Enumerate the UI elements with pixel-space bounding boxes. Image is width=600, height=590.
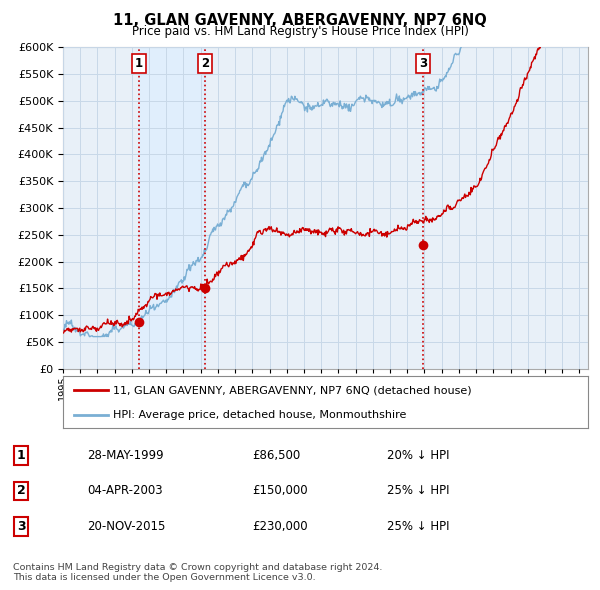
- Text: 2: 2: [17, 484, 25, 497]
- Text: 11, GLAN GAVENNY, ABERGAVENNY, NP7 6NQ: 11, GLAN GAVENNY, ABERGAVENNY, NP7 6NQ: [113, 13, 487, 28]
- Text: 11, GLAN GAVENNY, ABERGAVENNY, NP7 6NQ (detached house): 11, GLAN GAVENNY, ABERGAVENNY, NP7 6NQ (…: [113, 385, 472, 395]
- Text: £86,500: £86,500: [252, 449, 300, 462]
- Text: 04-APR-2003: 04-APR-2003: [87, 484, 163, 497]
- Bar: [139, 47, 205, 369]
- Text: 1: 1: [135, 57, 143, 70]
- Text: £150,000: £150,000: [252, 484, 308, 497]
- Text: 25% ↓ HPI: 25% ↓ HPI: [387, 484, 449, 497]
- Text: 25% ↓ HPI: 25% ↓ HPI: [387, 520, 449, 533]
- Text: 3: 3: [17, 520, 25, 533]
- Text: 2: 2: [201, 57, 209, 70]
- Text: 20-NOV-2015: 20-NOV-2015: [87, 520, 166, 533]
- Text: £230,000: £230,000: [252, 520, 308, 533]
- Text: 3: 3: [419, 57, 427, 70]
- Text: Contains HM Land Registry data © Crown copyright and database right 2024.
This d: Contains HM Land Registry data © Crown c…: [13, 563, 383, 582]
- Text: 20% ↓ HPI: 20% ↓ HPI: [387, 449, 449, 462]
- Text: Price paid vs. HM Land Registry's House Price Index (HPI): Price paid vs. HM Land Registry's House …: [131, 25, 469, 38]
- Text: 1: 1: [17, 449, 25, 462]
- Text: HPI: Average price, detached house, Monmouthshire: HPI: Average price, detached house, Monm…: [113, 410, 406, 419]
- Text: 28-MAY-1999: 28-MAY-1999: [87, 449, 164, 462]
